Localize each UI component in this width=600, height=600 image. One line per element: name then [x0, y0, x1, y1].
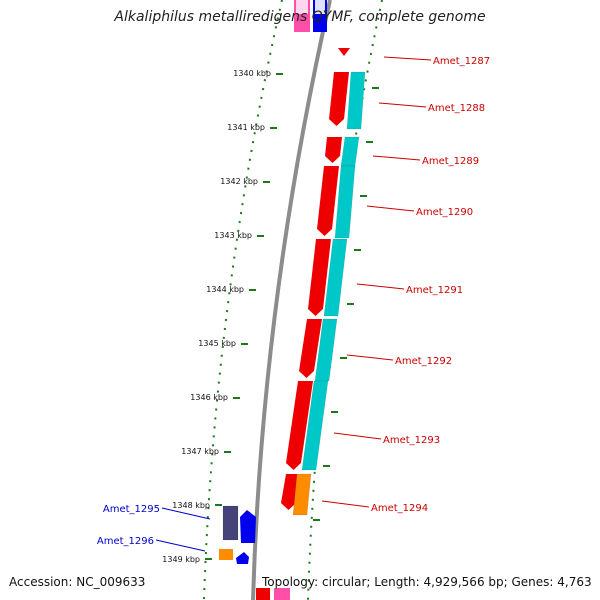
leader-line-amet-1289 [372, 155, 421, 161]
gene-block-amet-1292 [299, 319, 322, 378]
cds-block-amet-1292 [314, 318, 338, 382]
gene-label-amet-1293[interactable]: Amet_1293 [383, 435, 440, 446]
gene-block-amet-1293 [286, 381, 313, 470]
leader-line-amet-1294 [321, 500, 370, 508]
scale-label-1348-kbp: 1348 kbp [172, 501, 210, 510]
gene-block-amet-1288 [329, 72, 349, 126]
cds-block-amet-1289 [340, 136, 360, 167]
leader-line-amet-1288 [378, 102, 427, 108]
scale-label-1346-kbp: 1346 kbp [190, 393, 228, 402]
leader-line-amet-1293 [333, 432, 382, 440]
scale-label-1343-kbp: 1343 kbp [214, 231, 252, 240]
accession-text: Accession: NC_009633 [9, 575, 146, 589]
cds-block-amet-1295 [222, 505, 239, 541]
leader-line-amet-1290 [366, 205, 415, 212]
gene-label-amet-1292[interactable]: Amet_1292 [395, 356, 452, 367]
cds-block-amet-1290 [334, 165, 356, 239]
cds-block-amet-1293 [301, 380, 329, 471]
tick-track-inner [203, 0, 283, 600]
genome-backbone [251, 0, 332, 600]
feature-bottom-pink [274, 588, 290, 600]
gene-label-amet-1287[interactable]: Amet_1287 [433, 56, 490, 67]
cds-block-amet-1291 [323, 238, 348, 317]
feature-bottom-red [256, 588, 270, 600]
cds-block-amet-1296 [219, 549, 233, 560]
feature-top-blue-core [315, 0, 325, 14]
gene-label-amet-1294[interactable]: Amet_1294 [371, 503, 428, 514]
gene-block-amet-1290 [317, 166, 339, 236]
scale-label-1347-kbp: 1347 kbp [181, 447, 219, 456]
gene-block-amet-1287 [338, 48, 350, 56]
scale-label-1349-kbp: 1349 kbp [162, 555, 200, 564]
gene-block-amet-1289 [325, 137, 342, 163]
gene-block-amet-1291 [308, 239, 331, 316]
gene-block-amet-1295 [240, 510, 256, 543]
scale-label-1344-kbp: 1344 kbp [206, 285, 244, 294]
leader-line-amet-1292 [346, 354, 394, 361]
gene-label-amet-1288[interactable]: Amet_1288 [428, 103, 485, 114]
scale-label-1345-kbp: 1345 kbp [198, 339, 236, 348]
scale-label-1341-kbp: 1341 kbp [227, 123, 265, 132]
topology-text: Topology: circular; Length: 4,929,566 bp… [262, 575, 592, 589]
gene-label-amet-1289[interactable]: Amet_1289 [422, 156, 479, 167]
leader-line-amet-1296 [155, 539, 206, 552]
leader-line-amet-1291 [356, 283, 405, 290]
gene-label-amet-1295[interactable]: Amet_1295 [103, 504, 160, 515]
gene-block-amet-1296 [236, 552, 249, 564]
gene-label-amet-1290[interactable]: Amet_1290 [416, 207, 473, 218]
leader-line-amet-1287 [383, 56, 432, 61]
cds-block-amet-1294 [292, 473, 312, 516]
cds-block-amet-1288 [346, 71, 366, 130]
gene-label-amet-1296[interactable]: Amet_1296 [97, 536, 154, 547]
scale-label-1342-kbp: 1342 kbp [220, 177, 258, 186]
scale-label-1340-kbp: 1340 kbp [233, 69, 271, 78]
leader-line-amet-1295 [161, 507, 211, 520]
feature-top-pink-core [296, 0, 308, 14]
gene-label-amet-1291[interactable]: Amet_1291 [406, 285, 463, 296]
map-title: Alkaliphilus metalliredigens QYMF, compl… [114, 9, 486, 25]
